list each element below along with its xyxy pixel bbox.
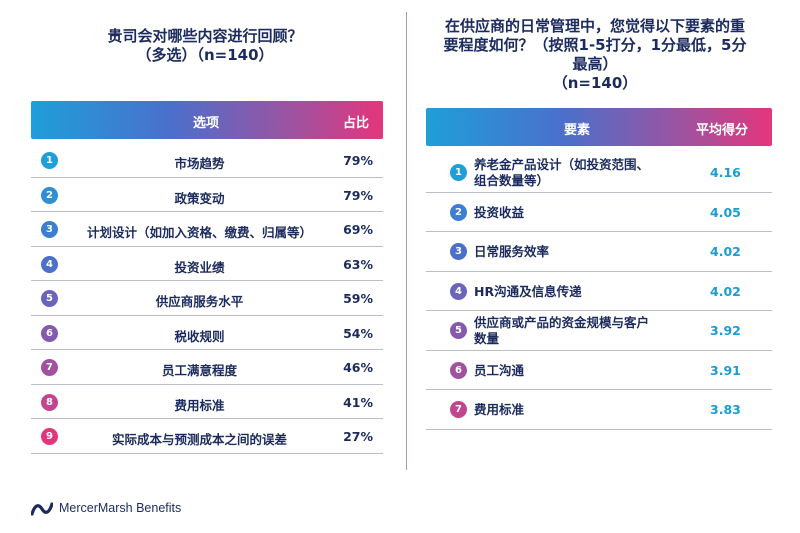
row-number-badge: 2 <box>450 203 467 221</box>
header-score-label: 平均得分 <box>696 123 749 138</box>
table-row: 2 政策变动 79% <box>31 178 383 212</box>
right-table-header: 要素 平均得分 <box>426 108 772 146</box>
row-number-badge: 7 <box>450 401 467 418</box>
row-share-value: 54% <box>343 325 373 341</box>
row-label: 养老金产品设计（如投资范围、 组合数量等） <box>474 157 694 189</box>
table-row: 5 供应商或产品的资金规模与客户 数量 3.92 <box>426 311 772 351</box>
table-row: 4 投资业绩 63% <box>31 247 383 281</box>
row-score-value: 4.02 <box>710 244 741 259</box>
row-share-value: 27% <box>343 429 373 444</box>
header-option-label: 选项 <box>193 116 220 131</box>
row-label: 市场趋势 <box>174 156 225 171</box>
table-row: 6 税收规则 54% <box>31 316 383 350</box>
row-label-line1: 养老金产品设计（如投资范围、 <box>474 157 650 172</box>
row-share-value: 63% <box>343 256 373 272</box>
row-label: 投资业绩 <box>174 259 225 275</box>
row-share-value: 46% <box>343 360 373 375</box>
panel-divider <box>406 12 407 470</box>
row-number-badge: 5 <box>41 290 58 307</box>
row-share-value: 59% <box>343 291 373 306</box>
row-share-value: 79% <box>343 153 373 168</box>
right-title-line3: 最高） <box>572 55 618 73</box>
row-label: 日常服务效率 <box>474 244 694 260</box>
table-row: 4 HR沟通及信息传递 4.02 <box>426 272 772 311</box>
table-row: 8 费用标准 41% <box>31 385 383 419</box>
mercer-marsh-logo-icon <box>31 502 53 516</box>
right-title-line4: （n=140） <box>552 74 638 92</box>
row-number-badge: 1 <box>450 164 467 181</box>
table-row: 9 实际成本与预测成本之间的误差 27% <box>31 419 383 454</box>
row-score-value: 3.91 <box>710 362 741 378</box>
table-row: 7 费用标准 3.83 <box>426 390 772 430</box>
logo-text: MercerMarsh Benefits <box>59 501 182 515</box>
table-row: 1 市场趋势 79% <box>31 143 383 178</box>
row-label-line1: 日常服务效率 <box>474 244 550 259</box>
row-label: 费用标准 <box>474 402 694 418</box>
table-row: 2 投资收益 4.05 <box>426 193 772 232</box>
row-share-value: 69% <box>343 222 373 237</box>
row-label: 税收规则 <box>174 328 225 344</box>
header-share-label: 占比 <box>342 116 369 131</box>
table-row: 3 日常服务效率 4.02 <box>426 232 772 272</box>
row-label-line1: 供应商或产品的资金规模与客户 <box>474 315 650 330</box>
left-title-line1: 贵司会对哪些内容进行回顾？ <box>107 27 303 45</box>
table-row: 1 养老金产品设计（如投资范围、 组合数量等） 4.16 <box>426 153 772 193</box>
row-label-line1: HR沟通及信息传递 <box>474 283 582 299</box>
row-label: 计划设计（如加入资格、缴费、归属等） <box>86 225 312 240</box>
row-number-badge: 3 <box>450 243 467 260</box>
table-row: 5 供应商服务水平 59% <box>31 281 383 316</box>
row-share-value: 41% <box>343 394 373 410</box>
right-title-line1: 在供应商的日常管理中，您觉得以下要素的重 <box>444 17 745 35</box>
table-row: 3 计划设计（如加入资格、缴费、归属等） 69% <box>31 212 383 247</box>
row-label: 员工沟通 <box>474 363 694 379</box>
row-label-line1: 费用标准 <box>474 402 525 417</box>
row-label-line1: 员工沟通 <box>474 362 525 378</box>
table-row: 7 员工满意程度 46% <box>31 350 383 385</box>
row-score-value: 4.02 <box>710 283 741 299</box>
row-number-badge: 6 <box>450 361 467 379</box>
row-score-value: 3.83 <box>710 402 741 417</box>
row-label-line2: 组合数量等） <box>474 173 550 188</box>
row-number-badge: 9 <box>41 428 58 445</box>
row-score-value: 4.05 <box>710 204 741 220</box>
table-row: 6 员工沟通 3.91 <box>426 351 772 390</box>
row-number-badge: 7 <box>41 359 58 376</box>
row-label: 费用标准 <box>174 397 225 413</box>
row-label: 供应商服务水平 <box>155 294 244 309</box>
row-label: 员工满意程度 <box>161 363 237 378</box>
left-title-line2: （多选）（n=140） <box>136 46 274 64</box>
row-share-value: 79% <box>343 187 373 203</box>
row-label-line1: 投资收益 <box>474 204 525 220</box>
right-panel-title: 在供应商的日常管理中，您觉得以下要素的重 要程度如何？（按照1-5打分，1分最低… <box>415 17 775 93</box>
row-label: 政策变动 <box>174 190 225 206</box>
row-number-badge: 4 <box>41 255 58 273</box>
row-number-badge: 4 <box>450 282 467 300</box>
header-factor-label: 要素 <box>564 123 591 138</box>
row-number-badge: 3 <box>41 221 58 238</box>
row-number-badge: 8 <box>41 393 58 411</box>
left-table-header: 选项 占比 <box>31 101 383 139</box>
row-label: 投资收益 <box>474 205 694 221</box>
row-score-value: 3.92 <box>710 323 741 338</box>
left-panel-title: 贵司会对哪些内容进行回顾？ （多选）（n=140） <box>30 27 380 65</box>
row-score-value: 4.16 <box>710 165 741 180</box>
row-number-badge: 6 <box>41 324 58 342</box>
row-number-badge: 5 <box>450 322 467 339</box>
row-label: 实际成本与预测成本之间的误差 <box>111 432 287 447</box>
row-number-badge: 2 <box>41 186 58 204</box>
right-title-line2: 要程度如何？（按照1-5打分，1分最低，5分 <box>443 36 747 54</box>
row-number-badge: 1 <box>41 152 58 169</box>
row-label: 供应商或产品的资金规模与客户 数量 <box>474 315 694 347</box>
row-label: HR沟通及信息传递 <box>474 284 694 300</box>
row-label-line2: 数量 <box>474 331 500 346</box>
